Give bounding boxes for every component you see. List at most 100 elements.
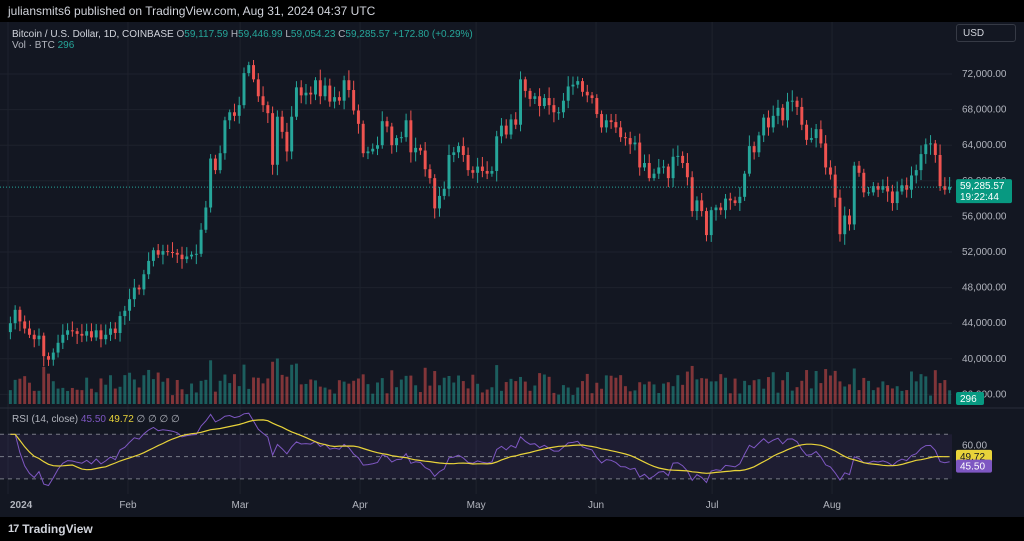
time-tick-label: Mar (232, 500, 250, 511)
candle-body (933, 143, 937, 155)
volume-bar (776, 392, 780, 404)
candle-body (690, 177, 694, 212)
time-tick-label: Feb (119, 500, 137, 511)
tradingview-brand: TradingView (22, 522, 93, 536)
candle-body (99, 330, 103, 340)
volume-bar (271, 361, 275, 404)
volume-bar (161, 381, 165, 404)
candle-body (490, 171, 494, 174)
candle-body (838, 197, 842, 235)
rsi-legend[interactable]: RSI (14, close) 45.50 49.72 ∅ ∅ ∅ ∅ (12, 414, 180, 425)
tradingview-logo[interactable]: 17 TradingView (8, 522, 93, 536)
candle-body (190, 254, 194, 257)
chart-area[interactable]: 72,000.0068,000.0064,000.0060,000.0056,0… (0, 22, 1024, 517)
volume-bar (948, 390, 952, 404)
price-tick-label: 56,000.00 (962, 211, 1007, 222)
candle-body (528, 90, 532, 99)
volume-bar (294, 363, 298, 404)
candle-body (867, 192, 871, 194)
candle-body (166, 251, 170, 253)
time-tick-label: Jun (588, 500, 604, 511)
volume-bar (929, 395, 933, 404)
volume-bar (895, 386, 899, 404)
volume-bar (61, 387, 65, 404)
candle-body (61, 334, 65, 343)
volume-bar (418, 392, 422, 404)
volume-bar (766, 377, 770, 404)
candle-body (805, 124, 809, 140)
candle-body (738, 196, 742, 204)
volume-tag-value: 296 (960, 394, 977, 405)
candle-body (609, 120, 613, 123)
volume-bar (395, 387, 399, 404)
volume-bar (938, 383, 942, 404)
tradingview-logo-icon: 17 (8, 523, 19, 535)
volume-bar (151, 379, 155, 404)
volume-bar (828, 375, 832, 404)
volume-bar (256, 377, 260, 404)
candle-body (376, 145, 379, 149)
volume-bar (819, 383, 823, 404)
rsi-tag-value: 45.50 (960, 462, 985, 473)
candle-body (66, 330, 70, 335)
candle-body (623, 137, 627, 139)
volume-bar (304, 383, 308, 404)
volume-bar (943, 380, 947, 404)
volume-bar (666, 382, 670, 404)
candle-body (266, 105, 270, 114)
volume-bar (299, 384, 303, 404)
volume-bar (128, 372, 132, 404)
low-key: L (285, 29, 291, 40)
volume-bar (285, 376, 289, 404)
volume-legend[interactable]: Vol · BTC 296 (12, 40, 74, 51)
volume-bar (147, 369, 151, 404)
candle-body (909, 175, 913, 190)
candle-body (8, 323, 12, 333)
candle-body (275, 116, 279, 165)
candle-body (442, 188, 446, 196)
volume-bar (194, 392, 198, 404)
footer: 17 TradingView (0, 517, 1024, 541)
candle-body (404, 120, 408, 138)
volume-bar (404, 375, 408, 404)
volume-bar (695, 379, 699, 404)
price-tick-label: 72,000.00 (962, 69, 1007, 80)
chart-canvas[interactable]: 72,000.0068,000.0064,000.0060,000.0056,0… (0, 22, 1024, 517)
volume-bar (652, 384, 656, 404)
volume-bar (199, 380, 203, 404)
volume-bar (223, 374, 227, 404)
candle-body (929, 143, 933, 145)
volume-bar (790, 390, 794, 404)
volume-bar (733, 378, 737, 404)
volume-bar (175, 379, 179, 404)
volume-bar (190, 383, 194, 404)
volume-bar (690, 365, 694, 404)
volume-bar (499, 390, 503, 404)
candle-body (538, 96, 542, 107)
candle-body (13, 309, 17, 324)
candle-body (480, 166, 484, 172)
volume-bar (900, 390, 904, 404)
candle-body (476, 166, 480, 173)
rsi-label: RSI (14, close) (12, 414, 79, 425)
volume-bar (786, 372, 789, 404)
candle-body (304, 92, 308, 96)
volume-bar (13, 379, 17, 404)
candle-body (294, 87, 298, 117)
candle-body (457, 146, 461, 153)
price-tick-label: 48,000.00 (962, 283, 1007, 294)
candle-body (848, 215, 851, 225)
candle-body (285, 131, 289, 152)
volume-bar (361, 374, 365, 404)
volume-bar (757, 379, 761, 404)
candle-body (418, 147, 422, 151)
volume-bar (333, 393, 337, 404)
volume-bar (442, 377, 446, 404)
volume-bar (342, 381, 346, 404)
candle-body (643, 163, 646, 168)
candle-body (819, 129, 823, 144)
currency-button[interactable]: USD (956, 24, 1016, 42)
rsi-ma-line (10, 419, 950, 474)
symbol-legend[interactable]: Bitcoin / U.S. Dollar, 1D, COINBASE O59,… (12, 29, 473, 40)
candle-body (395, 138, 399, 146)
